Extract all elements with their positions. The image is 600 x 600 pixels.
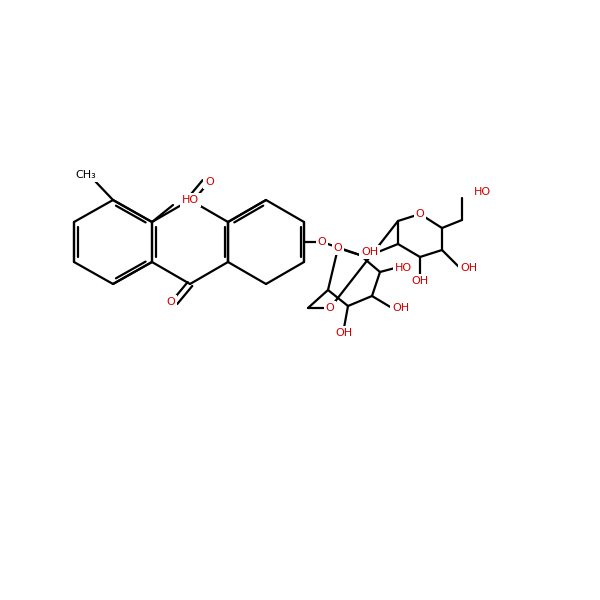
Text: O: O [416,209,424,219]
Text: OH: OH [460,263,477,273]
Text: OH: OH [392,303,409,313]
Text: OH: OH [361,247,378,257]
Text: CH₃: CH₃ [76,170,97,180]
Text: O: O [166,297,175,307]
Text: HO: HO [395,263,412,273]
Text: O: O [205,177,214,187]
Text: O: O [326,303,334,313]
Text: OH: OH [335,328,353,338]
Text: OH: OH [412,276,428,286]
Text: HO: HO [182,195,199,205]
Text: O: O [334,243,343,253]
Text: O: O [317,237,326,247]
Text: HO: HO [474,187,491,197]
